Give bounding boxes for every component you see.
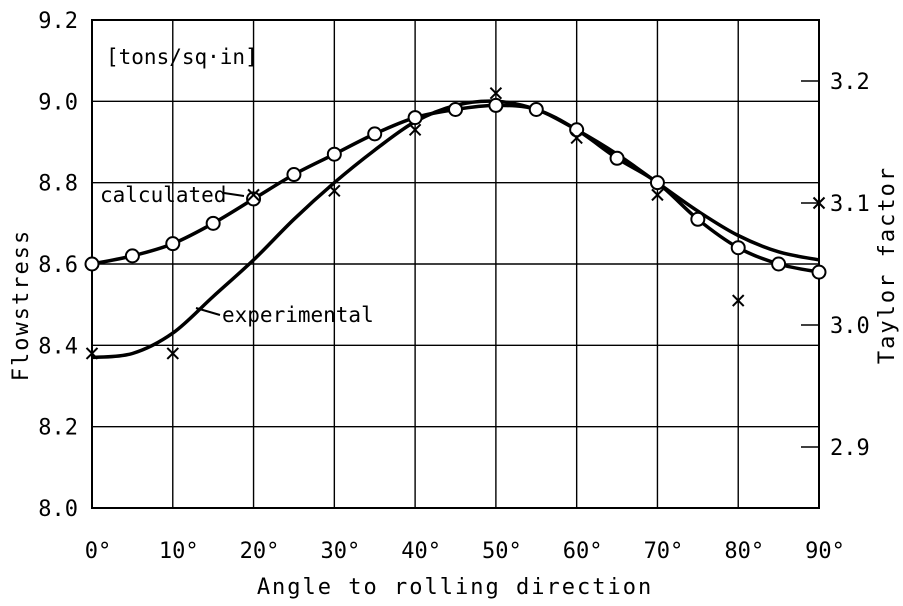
calculated-point xyxy=(326,146,342,162)
y-axis-title: Flowstress xyxy=(9,229,34,381)
y-tick-label: 8.0 xyxy=(38,497,78,522)
cross-stroke xyxy=(651,188,664,202)
calculated-point xyxy=(569,122,585,138)
calculated-point xyxy=(205,215,221,231)
experimental-label: experimental xyxy=(222,303,374,327)
calculated-point xyxy=(84,256,100,272)
y-tick-label: 8.8 xyxy=(38,172,78,197)
curves xyxy=(91,99,820,360)
y2-tick-label: 3.2 xyxy=(830,70,870,95)
x-tick-label: 70° xyxy=(644,539,684,564)
y2-axis-title: Taylor factor xyxy=(875,166,900,364)
y-tick-label: 9.0 xyxy=(38,90,78,115)
calculated-point xyxy=(246,191,262,207)
experimental-point xyxy=(732,294,745,307)
y2-tick-label: 3.1 xyxy=(830,192,870,217)
cross-stroke xyxy=(812,196,826,210)
calculated-point xyxy=(488,97,504,113)
cross-stroke xyxy=(328,184,341,198)
x-axis-title: Angle to rolling direction xyxy=(257,575,653,600)
y2-tick-label: 3.0 xyxy=(830,314,870,339)
calculated-point xyxy=(367,126,383,142)
x-tick-label: 80° xyxy=(724,539,764,564)
y-tick-label: 8.2 xyxy=(38,416,78,441)
experimental-point xyxy=(328,184,341,198)
calculated-point xyxy=(771,256,787,272)
experimental-leader xyxy=(195,307,221,316)
cross-stroke xyxy=(85,347,99,360)
y-tick-label: 9.2 xyxy=(38,9,78,34)
calculated-point xyxy=(730,240,746,256)
taylor-factor-ticks xyxy=(801,80,819,448)
y2-tick-labels: 2.9 3.0 3.1 3.2 xyxy=(830,70,870,461)
calculated-point xyxy=(286,167,302,183)
y2-tick-label: 2.9 xyxy=(830,436,870,461)
calculated-label: calculated xyxy=(100,183,226,207)
calculated-point xyxy=(609,150,625,166)
grid xyxy=(92,20,819,508)
x-tick-label: 40° xyxy=(401,539,441,564)
experimental-point xyxy=(85,347,99,360)
calculated-leader xyxy=(223,192,245,197)
calculated-point xyxy=(407,110,423,126)
y-tick-label: 8.6 xyxy=(38,253,78,278)
cross-stroke xyxy=(570,131,583,145)
experimental-point xyxy=(489,86,503,100)
x-tick-label: 0° xyxy=(85,539,112,564)
x-tick-label: 90° xyxy=(805,539,845,564)
calculated-point xyxy=(649,175,665,191)
calculated-point xyxy=(528,101,544,117)
experimental-point xyxy=(812,196,826,210)
calculated-point xyxy=(690,211,706,227)
cross-stroke xyxy=(732,294,745,307)
unit-note: [tons/sq·in] xyxy=(106,45,258,69)
y-tick-label: 8.4 xyxy=(38,334,78,359)
y-tick-labels: 8.0 8.2 8.4 8.6 8.8 9.0 9.2 xyxy=(38,9,78,522)
cross-stroke xyxy=(247,188,260,202)
calculated-point xyxy=(165,236,181,252)
x-tick-label: 50° xyxy=(482,539,522,564)
cross-stroke xyxy=(489,86,503,100)
experimental-point xyxy=(408,123,422,137)
calculated-point xyxy=(448,101,463,117)
experimental-point xyxy=(651,188,664,202)
x-tick-label: 10° xyxy=(159,539,199,564)
cross-stroke xyxy=(166,347,179,360)
calculated-point xyxy=(811,264,827,280)
cross-stroke xyxy=(408,123,422,137)
x-tick-label: 30° xyxy=(320,539,360,564)
data-markers xyxy=(84,86,827,360)
x-tick-label: 60° xyxy=(563,539,603,564)
calculated-point xyxy=(124,248,140,264)
experimental-point xyxy=(166,347,179,360)
experimental-point xyxy=(247,188,260,202)
x-tick-labels: 0° 10° 20° 30° 40° 50° 60° 70° 80° 90° xyxy=(85,539,845,564)
experimental-point xyxy=(570,131,583,145)
x-tick-label: 20° xyxy=(240,539,280,564)
